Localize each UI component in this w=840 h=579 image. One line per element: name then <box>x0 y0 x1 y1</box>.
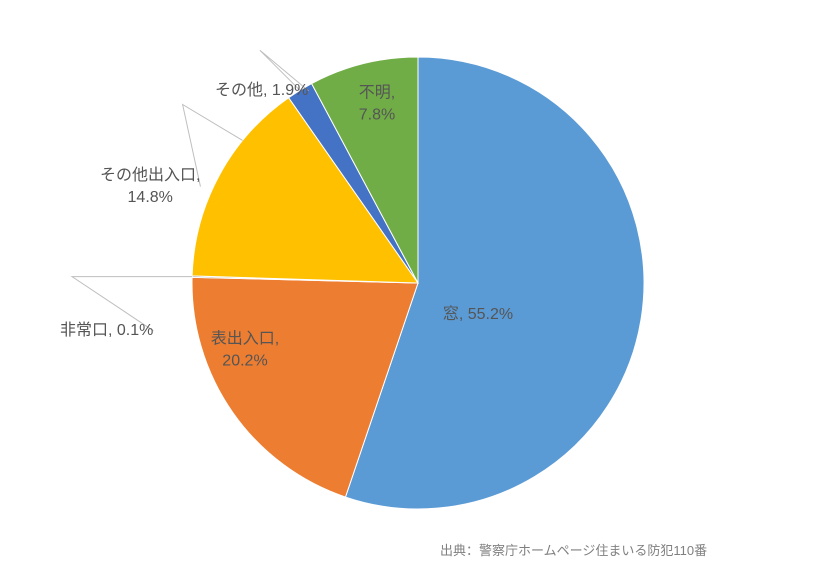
leader-line <box>260 50 308 90</box>
pie-chart-svg <box>0 0 840 579</box>
leader-line <box>72 277 192 331</box>
pie-chart-container: 窓, 55.2%表出入口, 20.2%非常口, 0.1%その他出入口, 14.8… <box>0 0 840 579</box>
source-note: 出典：警察庁ホームページ住まいる防犯110番 <box>440 540 707 559</box>
